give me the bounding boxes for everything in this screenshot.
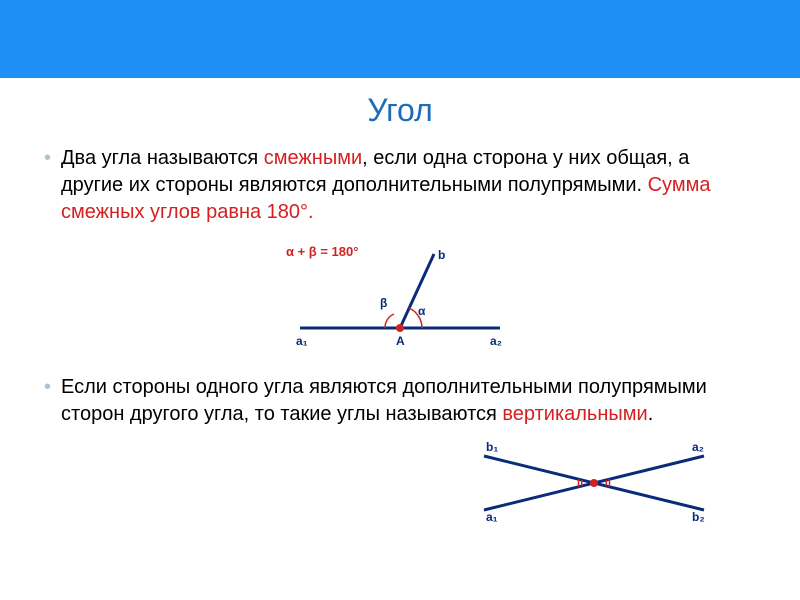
- label-A: A: [396, 334, 405, 348]
- header-bar: [0, 0, 800, 78]
- label-b2: b₂: [692, 510, 705, 524]
- paragraph-1: Два угла называются смежными, если одна …: [61, 145, 756, 226]
- arc-right-2: [609, 479, 610, 487]
- adjacent-angles-diagram: α + β = 180° b β α a₁ A a₂: [270, 238, 530, 358]
- label-b1: b₁: [486, 440, 498, 454]
- bullet-1: • Два угла называются смежными, если одн…: [44, 145, 756, 226]
- label-beta: β: [380, 296, 387, 310]
- p2-text-post: .: [648, 403, 654, 425]
- p1-text-pre: Два угла называются: [61, 147, 264, 169]
- formula-label: α + β = 180°: [286, 244, 358, 259]
- content-area: • Два угла называются смежными, если одн…: [0, 145, 800, 530]
- label-b: b: [438, 248, 445, 262]
- arc-beta: [385, 314, 394, 328]
- bullet-marker: •: [44, 374, 51, 428]
- vertex-point: [590, 479, 598, 487]
- ray-b: [400, 254, 434, 328]
- page-title: Угол: [0, 92, 800, 129]
- bullet-marker: •: [44, 145, 51, 226]
- label-a2: a₂: [490, 334, 502, 348]
- label-a1: a₁: [296, 334, 308, 348]
- arc-left-2: [578, 479, 579, 487]
- vertical-angles-diagram: b₁ a₂ a₁ b₂: [464, 440, 724, 530]
- label-a1: a₁: [486, 510, 498, 524]
- bullet-2: • Если стороны одного угла являются допо…: [44, 374, 756, 428]
- vertex-point-A: [396, 324, 404, 332]
- paragraph-2: Если стороны одного угла являются дополн…: [61, 374, 756, 428]
- diagram2-svg: [464, 440, 724, 530]
- p2-highlight: вертикальными: [502, 403, 647, 425]
- label-a2: a₂: [692, 440, 704, 454]
- label-alpha: α: [418, 304, 425, 318]
- p1-highlight: смежными: [264, 147, 362, 169]
